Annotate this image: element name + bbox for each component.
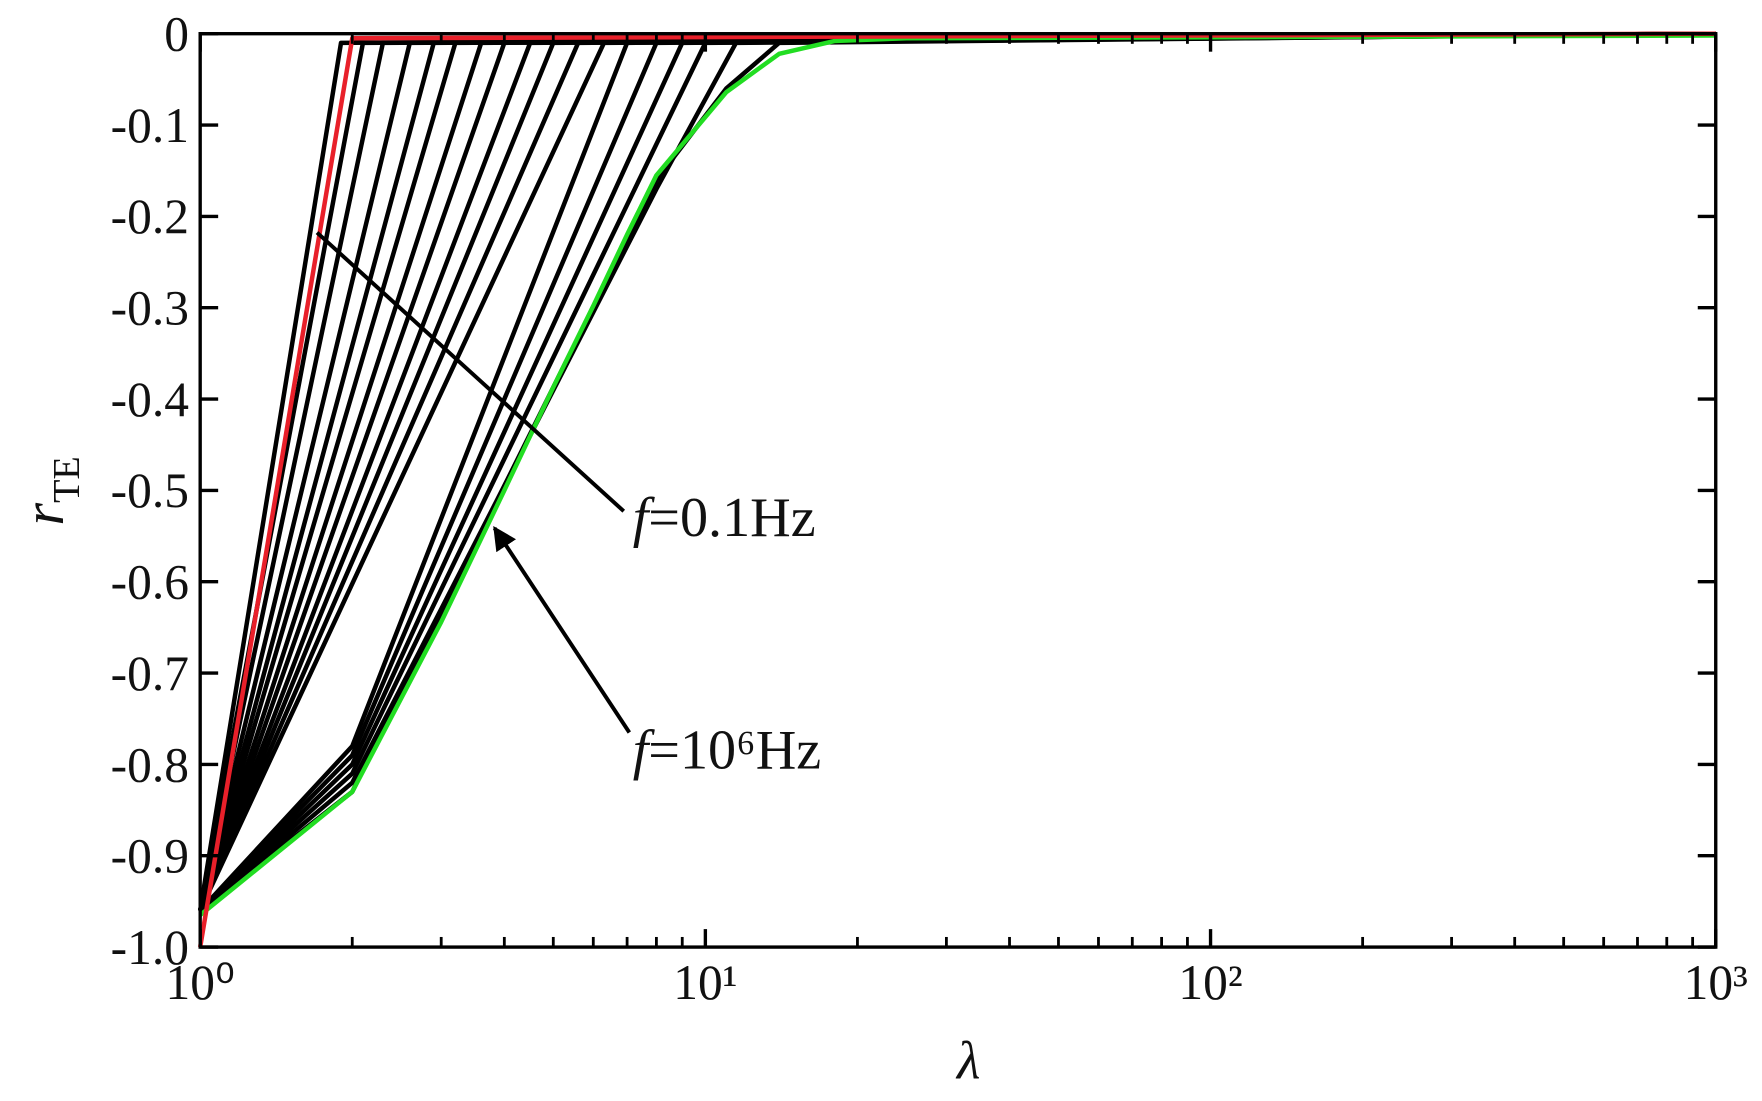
y-tick-label: -0.3 <box>111 281 189 336</box>
y-tick-label: -0.7 <box>111 646 189 701</box>
y-label-symbol: r <box>11 503 76 526</box>
y-tick-label: -0.9 <box>111 829 189 884</box>
y-tick-label: -0.6 <box>111 555 189 610</box>
y-tick-label: -0.4 <box>111 372 189 427</box>
annotation-arrow <box>315 231 626 513</box>
x-tick-label: 10⁰ <box>166 955 235 1010</box>
x-tick-label: 10³ <box>1684 955 1748 1010</box>
x-axis-label: λ <box>955 1031 980 1091</box>
y-tick-label: -0.2 <box>111 189 189 244</box>
y-tick-label: -1.0 <box>111 920 189 975</box>
annotation: f=10⁶Hz <box>633 719 822 781</box>
x-tick-label: 10² <box>1178 955 1242 1010</box>
annotation-text: =10⁶Hz <box>648 719 821 781</box>
y-label-subscript: TE <box>46 456 88 503</box>
x-tick-label: 10¹ <box>673 955 737 1010</box>
y-tick-label: -0.5 <box>111 463 189 518</box>
annotation-arrow <box>492 526 631 734</box>
annotation-text: =0.1Hz <box>648 487 815 549</box>
y-axis-label: rTE <box>11 456 88 525</box>
series-line <box>198 33 1716 917</box>
annotation: f=0.1Hz <box>633 487 816 549</box>
y-axis-label-text: rTE <box>11 456 88 525</box>
y-tick-label: -0.8 <box>111 737 189 792</box>
y-tick-label: 0 <box>164 7 189 62</box>
y-tick-label: -0.1 <box>111 98 189 153</box>
